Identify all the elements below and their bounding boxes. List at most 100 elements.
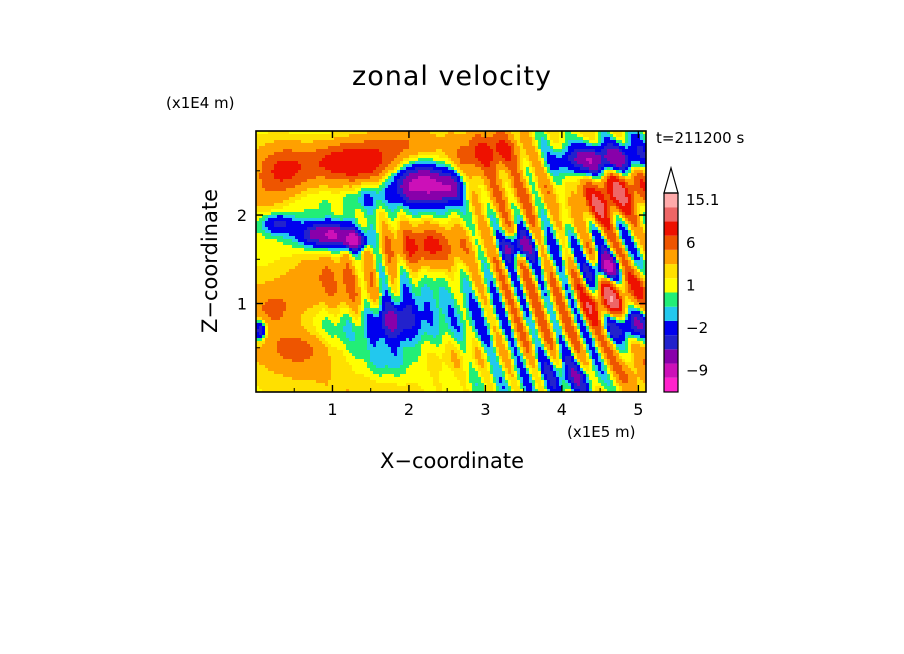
field-cell xyxy=(406,158,410,162)
field-cell xyxy=(343,161,347,165)
field-cell xyxy=(298,218,302,222)
field-cell xyxy=(475,185,479,189)
field-cell xyxy=(307,143,311,147)
field-cell xyxy=(319,215,323,219)
field-cell xyxy=(481,215,485,219)
field-cell xyxy=(595,146,599,150)
field-cell xyxy=(427,170,431,174)
field-cell xyxy=(445,185,449,189)
field-cell xyxy=(328,218,332,222)
field-cell xyxy=(457,158,461,162)
field-cell xyxy=(325,206,329,210)
field-cell xyxy=(412,143,416,147)
field-cell xyxy=(412,131,416,135)
field-cell xyxy=(415,239,419,243)
field-cell xyxy=(262,179,266,183)
field-cell xyxy=(472,206,476,210)
field-cell xyxy=(346,155,350,159)
field-cell xyxy=(394,149,398,153)
field-cell xyxy=(265,236,269,240)
field-cell xyxy=(637,224,641,228)
field-cell xyxy=(634,200,638,204)
field-cell xyxy=(463,182,467,186)
field-cell xyxy=(385,206,389,210)
field-cell xyxy=(289,242,293,246)
field-cell xyxy=(451,182,455,186)
field-cell xyxy=(532,182,536,186)
field-cell xyxy=(607,197,611,201)
field-cell xyxy=(595,161,599,165)
field-cell xyxy=(406,149,410,153)
field-cell xyxy=(619,155,623,159)
field-cell xyxy=(319,209,323,213)
field-cell xyxy=(340,146,344,150)
field-cell xyxy=(283,161,287,165)
field-cell xyxy=(256,230,260,234)
field-cell xyxy=(475,170,479,174)
field-cell xyxy=(400,149,404,153)
field-cell xyxy=(418,188,422,192)
field-cell xyxy=(484,143,488,147)
field-cell xyxy=(622,188,626,192)
field-cell xyxy=(643,218,647,222)
field-cell xyxy=(370,158,374,162)
field-cell xyxy=(457,203,461,207)
field-cell xyxy=(592,155,596,159)
field-cell xyxy=(532,158,536,162)
field-cell xyxy=(349,236,353,240)
field-cell xyxy=(499,224,503,228)
field-cell xyxy=(547,137,551,141)
field-cell xyxy=(424,206,428,210)
field-cell xyxy=(451,215,455,219)
field-cell xyxy=(616,170,620,174)
field-cell xyxy=(358,134,362,138)
field-cell xyxy=(400,191,404,195)
field-cell xyxy=(472,176,476,180)
field-cell xyxy=(583,167,587,171)
field-cell xyxy=(271,185,275,189)
field-cell xyxy=(403,227,407,231)
field-cell xyxy=(445,236,449,240)
field-cell xyxy=(361,194,365,198)
field-cell xyxy=(586,227,590,231)
field-cell xyxy=(325,155,329,159)
field-cell xyxy=(520,200,524,204)
field-cell xyxy=(334,203,338,207)
field-cell xyxy=(466,161,470,165)
field-cell xyxy=(517,227,521,231)
field-cell xyxy=(622,155,626,159)
field-cell xyxy=(271,155,275,159)
field-cell xyxy=(427,215,431,219)
field-cell xyxy=(364,188,368,192)
field-cell xyxy=(307,131,311,135)
field-cell xyxy=(457,200,461,204)
field-cell xyxy=(403,182,407,186)
field-cell xyxy=(640,224,644,228)
field-cell xyxy=(373,236,377,240)
field-cell xyxy=(574,140,578,144)
field-cell xyxy=(526,176,530,180)
field-cell xyxy=(421,212,425,216)
field-cell xyxy=(415,236,419,240)
field-cell xyxy=(625,191,629,195)
field-cell xyxy=(442,173,446,177)
field-cell xyxy=(367,173,371,177)
field-cell xyxy=(454,194,458,198)
field-cell xyxy=(547,218,551,222)
field-cell xyxy=(502,194,506,198)
field-cell xyxy=(634,221,638,225)
field-cell xyxy=(256,203,260,207)
field-cell xyxy=(460,221,464,225)
field-cell xyxy=(349,215,353,219)
field-cell xyxy=(259,185,263,189)
field-cell xyxy=(508,239,512,243)
field-cell xyxy=(337,149,341,153)
field-cell xyxy=(550,221,554,225)
field-cell xyxy=(514,140,518,144)
field-cell xyxy=(439,161,443,165)
field-cell xyxy=(598,179,602,183)
field-cell xyxy=(496,149,500,153)
field-cell xyxy=(442,182,446,186)
field-cell xyxy=(487,221,491,225)
field-cell xyxy=(574,185,578,189)
